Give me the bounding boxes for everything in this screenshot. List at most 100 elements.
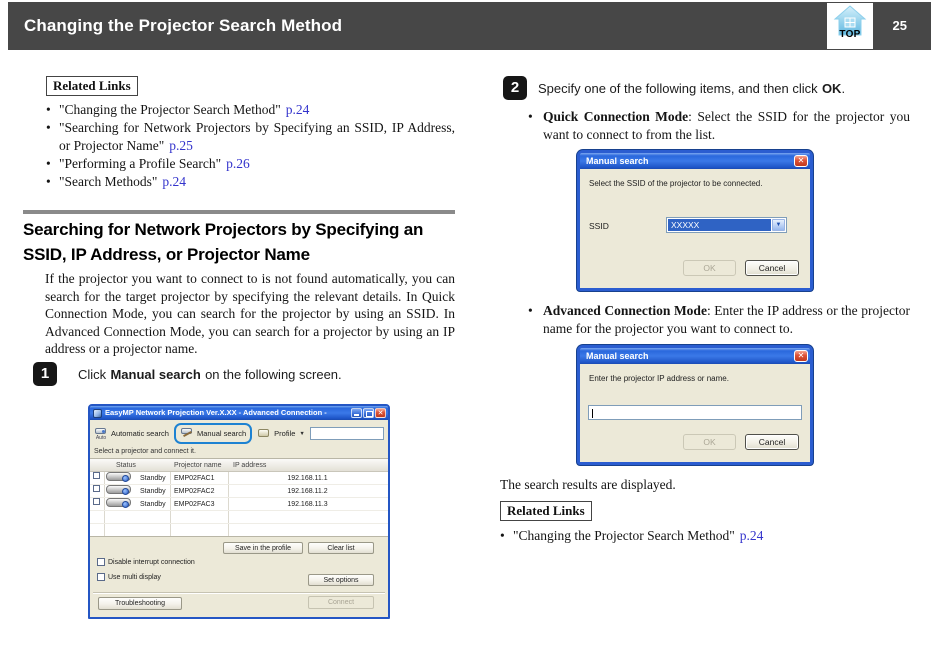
quick-mode-label: Quick Connection Mode <box>543 109 689 124</box>
dialog-message: Enter the projector IP address or name. <box>589 374 729 383</box>
ssid-combobox[interactable]: XXXXX <box>666 217 787 233</box>
related-link-item: "Searching for Network Projectors by Spe… <box>46 119 455 154</box>
set-options-button[interactable]: Set options <box>308 574 374 586</box>
profile-button[interactable]: Profile ▼ <box>257 427 305 440</box>
status-cell: Standby <box>140 475 166 482</box>
dialog-body: Enter the projector IP address or name. … <box>580 364 810 462</box>
column-projector-name[interactable]: Projector name <box>174 462 222 469</box>
manual-search-button[interactable]: Manual search <box>173 423 253 444</box>
ip-name-input[interactable] <box>588 405 802 420</box>
step-1-text: Click Manual search on the following scree… <box>78 367 342 382</box>
dialog-body: Select the SSID of the projector to be c… <box>580 169 810 288</box>
auto-icon-label: Auto <box>95 435 107 441</box>
page-header: Changing the Projector Search Method TOP <box>8 2 931 50</box>
table-row[interactable]: Standby EMP02FAC3 192.168.11.3 <box>90 498 388 511</box>
manual-search-dialog-ssid: Manual search Select the SSID of the pro… <box>577 150 813 291</box>
ssid-label: SSID <box>589 221 609 231</box>
minimize-icon[interactable] <box>351 408 362 418</box>
connect-button[interactable]: Connect <box>308 596 374 609</box>
manual-search-icon <box>180 427 194 440</box>
quick-mode-text: : Select the SSID for the projector you … <box>543 109 910 142</box>
column-status[interactable]: Status <box>116 462 136 469</box>
table-row[interactable]: Standby EMP02FAC1 192.168.11.1 <box>90 472 388 485</box>
row-checkbox[interactable] <box>93 498 100 505</box>
profile-field[interactable] <box>309 427 384 440</box>
projector-status-icon <box>106 498 131 508</box>
name-cell: EMP02FAC2 <box>174 488 215 495</box>
disable-interrupt-checkbox[interactable]: Disable interrupt connection <box>97 558 195 566</box>
maximize-icon[interactable] <box>363 408 374 418</box>
step-1-post: on the following screen. <box>205 367 342 382</box>
ok-button[interactable]: OK <box>683 434 736 450</box>
empty-row <box>90 511 388 524</box>
page-link[interactable]: p.26 <box>226 155 250 171</box>
row-checkbox[interactable] <box>93 485 100 492</box>
quick-mode-item: #page ul.links li[style]::before{left:28… <box>500 108 910 143</box>
automatic-search-button[interactable]: Auto Automatic search <box>94 427 169 441</box>
step-1-badge: 1 <box>33 362 57 386</box>
easymp-titlebar[interactable]: EasyMP Network Projection Ver.X.XX - Adv… <box>90 406 388 420</box>
cancel-button[interactable]: Cancel <box>745 260 799 276</box>
status-cell: Standby <box>140 488 166 495</box>
ip-cell: 192.168.11.1 <box>287 475 328 482</box>
link-text: "Search Methods" <box>59 173 158 189</box>
profile-icon <box>257 427 271 440</box>
close-icon[interactable] <box>794 155 808 167</box>
step-2-badge: 2 <box>503 76 527 100</box>
projector-status-icon <box>106 472 131 482</box>
dialog-titlebar[interactable]: Manual search <box>580 348 810 364</box>
page-link[interactable]: p.24 <box>162 173 187 189</box>
checkbox-icon <box>97 573 105 581</box>
manual-search-dialog-ip: Manual search Enter the projector IP add… <box>577 345 813 465</box>
automatic-search-label: Automatic search <box>111 429 169 438</box>
link-text: "Changing the Projector Search Method" <box>513 528 735 543</box>
close-icon[interactable] <box>375 408 386 418</box>
dialog-titlebar[interactable]: Manual search <box>580 153 810 169</box>
step-1-pre: Click <box>78 367 107 382</box>
row-checkbox[interactable] <box>93 472 100 479</box>
quick-mode-list: #page ul.links li[style]::before{left:28… <box>500 108 910 144</box>
checkbox-label: Disable interrupt connection <box>108 558 195 566</box>
ok-button[interactable]: OK <box>683 260 736 276</box>
checkbox-icon <box>97 558 105 566</box>
related-links-list: "Changing the Projector Search Method" p.… <box>500 527 910 545</box>
ssid-selected-value: XXXXX <box>668 219 771 231</box>
cancel-button[interactable]: Cancel <box>745 434 799 450</box>
link-text: "Changing the Projector Search Method" <box>59 102 281 117</box>
page-link[interactable]: p.25 <box>169 137 193 153</box>
step-2-bold: OK <box>821 81 842 96</box>
save-in-profile-button[interactable]: Save in the profile <box>223 542 303 554</box>
window-prompt: Select a projector and connect it. <box>90 447 388 458</box>
easymp-window: EasyMP Network Projection Ver.X.XX - Adv… <box>88 404 390 619</box>
table-row[interactable]: Standby EMP02FAC2 192.168.11.2 <box>90 485 388 498</box>
column-ip-address[interactable]: IP address <box>233 462 267 469</box>
page-title: Changing the Projector Search Method <box>24 16 343 35</box>
chevron-down-icon[interactable] <box>772 219 785 231</box>
step-2-text: Specify one of the following items, and … <box>538 81 845 96</box>
step-2-post: . <box>841 81 846 96</box>
window-title: EasyMP Network Projection Ver.X.XX - Adv… <box>105 408 327 417</box>
page-link[interactable]: p.24 <box>285 102 310 117</box>
related-link-item: "Performing a Profile Search"p.26 <box>46 155 455 173</box>
advanced-mode-label: Advanced Connection Mode <box>543 303 707 318</box>
projector-table: Status Projector name IP address Standby… <box>90 458 388 536</box>
easymp-toolbar: Auto Automatic search Manual search Prof… <box>90 420 388 447</box>
dropdown-arrow-icon: ▼ <box>299 430 305 437</box>
use-multi-display-checkbox[interactable]: Use multi display <box>97 573 161 581</box>
page-number: 25 <box>892 18 907 33</box>
top-button[interactable]: TOP <box>827 3 873 49</box>
related-link-item: "Changing the Projector Search Method" p.… <box>500 527 910 545</box>
page-link[interactable]: p.24 <box>739 528 764 543</box>
dialog-title: Manual search <box>586 351 649 361</box>
status-cell: Standby <box>140 501 166 508</box>
advanced-mode-list: Advanced Connection Mode: Enter the IP a… <box>500 302 910 338</box>
close-icon[interactable] <box>794 350 808 362</box>
ip-cell: 192.168.11.2 <box>287 488 328 495</box>
result-note: The search results are displayed. <box>500 477 676 492</box>
troubleshooting-button[interactable]: Troubleshooting <box>98 597 182 610</box>
section-divider <box>23 210 455 214</box>
name-cell: EMP02FAC1 <box>174 475 215 482</box>
intro-paragraph: If the projector you want to connect to … <box>45 271 455 356</box>
clear-list-button[interactable]: Clear list <box>308 542 374 554</box>
projector-status-icon <box>106 485 131 495</box>
